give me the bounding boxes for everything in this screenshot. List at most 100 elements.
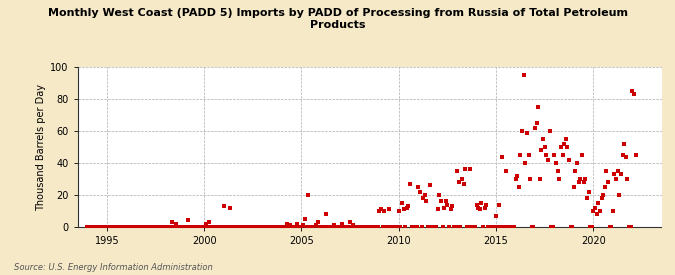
Point [298,223,308,227]
Point [587,225,597,229]
Point [419,193,430,197]
Point [315,225,326,229]
Point [246,225,256,229]
Point [161,225,172,229]
Point [174,225,185,229]
Point [460,167,470,172]
Point [182,218,193,223]
Point [338,225,349,229]
Point [157,225,167,229]
Point [150,225,161,229]
Point [190,225,201,229]
Point [385,225,396,229]
Point [213,225,224,229]
Point [145,225,156,229]
Point [306,225,317,229]
Point [411,225,422,229]
Point [423,225,433,229]
Point [254,225,265,229]
Point [130,225,141,229]
Point [272,225,283,229]
Point [486,225,497,229]
Point [249,225,260,229]
Point [317,225,328,229]
Point [518,73,529,78]
Point [128,225,138,229]
Point [212,225,223,229]
Point [389,225,400,229]
Point [589,205,600,210]
Point [597,193,608,197]
Point [302,193,313,197]
Point [361,225,372,229]
Point [100,225,111,229]
Point [382,225,393,229]
Point [256,225,267,229]
Point [573,180,584,185]
Point [103,225,114,229]
Point [220,225,231,229]
Point [427,225,438,229]
Point [431,225,441,229]
Point [158,225,169,229]
Point [387,225,398,229]
Point [533,105,543,109]
Point [242,225,253,229]
Point [447,204,458,208]
Point [559,142,570,146]
Point [97,225,107,229]
Point [523,153,534,157]
Point [609,172,620,177]
Point [452,169,462,173]
Point [479,205,490,210]
Point [414,189,425,194]
Point [354,225,365,229]
Point [166,220,177,224]
Point [351,225,362,229]
Point [178,225,188,229]
Point [478,225,489,229]
Point [146,225,157,229]
Point [454,180,464,185]
Point [392,225,402,229]
Point [544,129,555,133]
Point [273,225,284,229]
Point [134,225,144,229]
Point [570,169,581,173]
Point [197,225,208,229]
Point [593,201,603,205]
Point [567,225,578,229]
Point [115,225,126,229]
Point [117,225,128,229]
Point [207,225,218,229]
Point [416,225,427,229]
Point [288,225,298,229]
Point [413,185,424,189]
Point [596,196,607,200]
Point [539,145,550,149]
Point [85,225,96,229]
Point [536,148,547,153]
Point [189,225,200,229]
Point [497,155,508,159]
Point [558,153,568,157]
Point [180,225,190,229]
Point [530,126,541,130]
Point [230,225,240,229]
Point [481,202,491,207]
Point [426,225,437,229]
Point [366,225,377,229]
Point [359,225,370,229]
Point [439,205,450,210]
Point [106,225,117,229]
Point [448,225,459,229]
Point [515,153,526,157]
Point [290,225,300,229]
Point [406,225,417,229]
Point [126,225,136,229]
Point [400,225,410,229]
Point [165,225,176,229]
Text: Monthly West Coast (PADD 5) Imports by PADD of Processing from Russia of Total P: Monthly West Coast (PADD 5) Imports by P… [47,8,628,30]
Point [122,225,133,229]
Point [371,225,381,229]
